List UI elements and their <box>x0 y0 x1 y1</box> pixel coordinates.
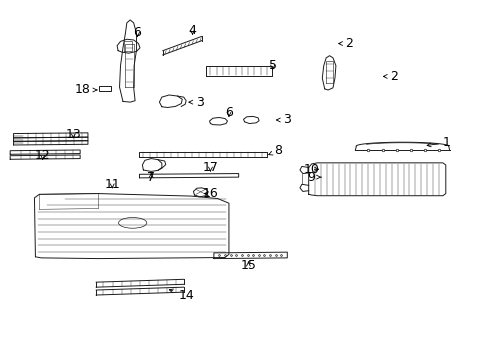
Text: 6: 6 <box>224 106 232 120</box>
Text: 3: 3 <box>188 96 203 109</box>
Text: 9: 9 <box>307 171 321 184</box>
Text: 3: 3 <box>276 113 291 126</box>
Text: 1: 1 <box>426 136 449 149</box>
Text: 2: 2 <box>338 37 353 50</box>
Text: 14: 14 <box>169 288 194 302</box>
Text: 8: 8 <box>268 144 282 157</box>
Text: 4: 4 <box>188 24 196 37</box>
Text: 11: 11 <box>104 178 120 191</box>
Text: 6: 6 <box>133 26 141 39</box>
Text: 2: 2 <box>383 70 397 83</box>
Text: 18: 18 <box>75 84 97 96</box>
Text: 12: 12 <box>35 149 50 162</box>
Text: 10: 10 <box>303 163 319 176</box>
Text: 13: 13 <box>65 128 81 141</box>
Text: 17: 17 <box>202 161 218 174</box>
Text: 5: 5 <box>268 59 276 72</box>
Bar <box>99 86 111 91</box>
Text: 15: 15 <box>240 258 256 271</box>
Text: 7: 7 <box>147 171 155 184</box>
Text: 16: 16 <box>202 187 218 200</box>
